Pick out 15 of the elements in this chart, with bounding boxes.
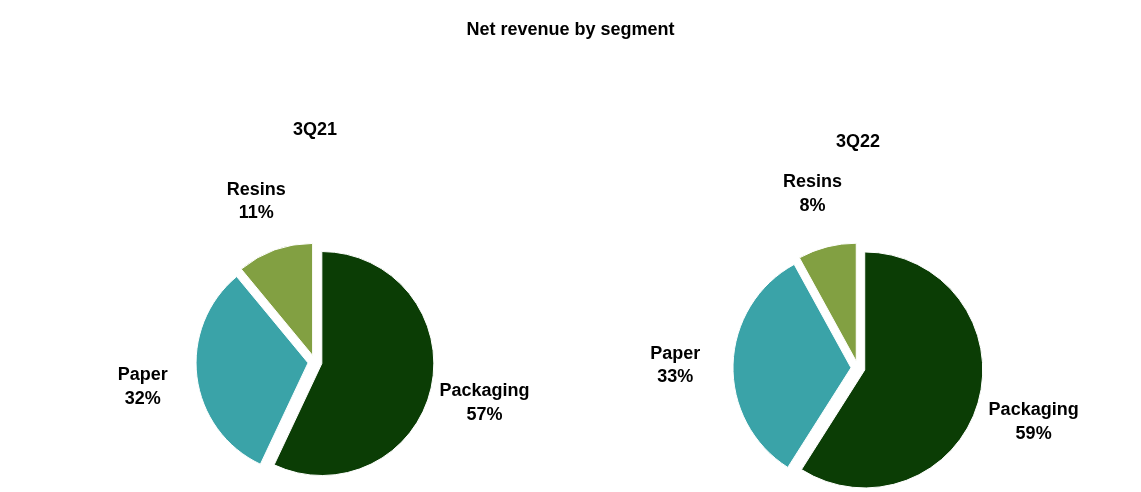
- chart-title: 3Q21: [292, 119, 338, 139]
- slice-label: Paper: [650, 342, 701, 363]
- slice-label: Resins: [226, 179, 286, 200]
- data-label: 57%: [466, 403, 503, 424]
- slice-label: Packaging: [439, 380, 530, 401]
- data-label: 8%: [799, 194, 826, 215]
- data-label: 59%: [1015, 422, 1052, 443]
- data-label: 32%: [124, 387, 161, 408]
- data-label: 33%: [657, 366, 694, 387]
- slice-label: Resins: [783, 171, 843, 192]
- slice-label: Packaging: [988, 399, 1079, 420]
- data-label: 11%: [238, 202, 274, 223]
- text: Net revenue by segment: [466, 19, 675, 39]
- chart-title: 3Q22: [835, 131, 881, 151]
- slice-label: Paper: [117, 364, 168, 385]
